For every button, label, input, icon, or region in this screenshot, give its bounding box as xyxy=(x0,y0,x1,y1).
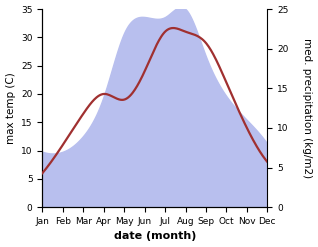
Y-axis label: med. precipitation (kg/m2): med. precipitation (kg/m2) xyxy=(302,38,313,178)
Y-axis label: max temp (C): max temp (C) xyxy=(5,72,16,144)
X-axis label: date (month): date (month) xyxy=(114,231,196,242)
